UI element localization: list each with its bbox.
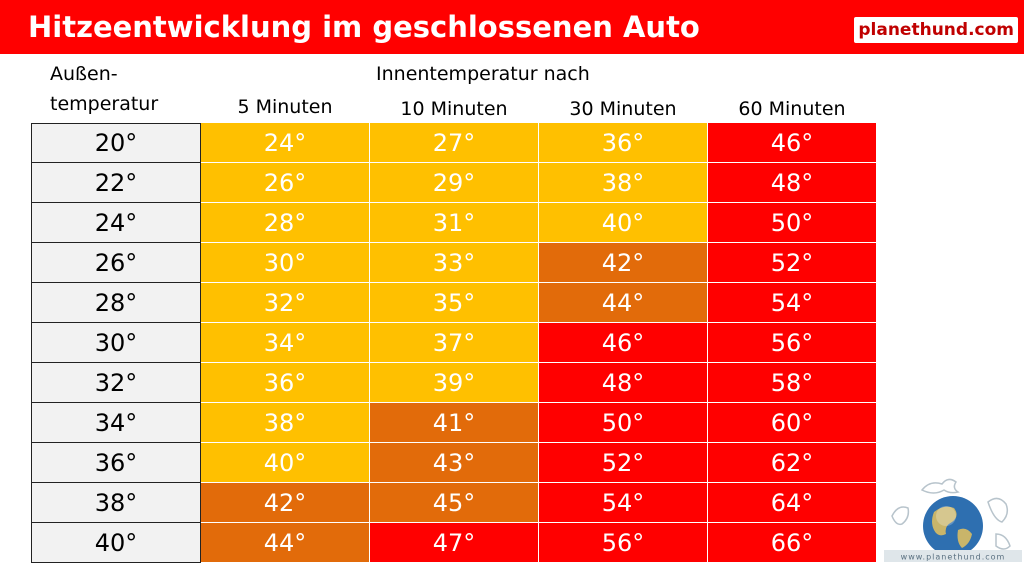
inside-temp-cell-60min: 58° <box>708 363 877 403</box>
column-group-label: Innentemperatur nach <box>376 63 590 85</box>
inside-temp-cell-60min: 60° <box>708 403 877 443</box>
inside-temp-cell-5min: 24° <box>201 123 370 163</box>
inside-temp-cell-60min: 64° <box>708 483 877 523</box>
inside-temp-cell-5min: 32° <box>201 283 370 323</box>
column-header-10min: 10 Minuten <box>400 98 508 120</box>
column-header-30min: 30 Minuten <box>569 98 677 120</box>
inside-temp-cell-60min: 46° <box>708 123 877 163</box>
inside-temp-cell-30min: 44° <box>539 283 708 323</box>
inside-temp-cell-60min: 62° <box>708 443 877 483</box>
brand-label: planethund.com <box>854 17 1018 43</box>
inside-temp-cell-30min: 48° <box>539 363 708 403</box>
outside-temp-cell: 40° <box>31 523 201 563</box>
inside-temp-cell-10min: 41° <box>370 403 539 443</box>
logo-url-text: www.planethund.com <box>901 553 1006 562</box>
cat-silhouette-left <box>891 506 910 526</box>
inside-temp-cell-10min: 29° <box>370 163 539 203</box>
outside-temp-cell: 20° <box>31 123 201 163</box>
column-header-5min: 5 Minuten <box>237 96 333 118</box>
inside-temp-cell-60min: 52° <box>708 243 877 283</box>
inside-temp-cell-30min: 46° <box>539 323 708 363</box>
inside-temp-cell-60min: 54° <box>708 283 877 323</box>
inside-temp-cell-5min: 44° <box>201 523 370 563</box>
inside-temp-cell-10min: 37° <box>370 323 539 363</box>
outside-temp-cell: 22° <box>31 163 201 203</box>
inside-temp-cell-30min: 38° <box>539 163 708 203</box>
globe-icon <box>923 496 983 556</box>
inside-temp-cell-30min: 54° <box>539 483 708 523</box>
inside-temp-cell-5min: 34° <box>201 323 370 363</box>
outside-temp-cell: 38° <box>31 483 201 523</box>
inside-temp-cell-60min: 56° <box>708 323 877 363</box>
inside-temp-cell-10min: 35° <box>370 283 539 323</box>
outside-temp-cell: 36° <box>31 443 201 483</box>
dog-silhouette-right <box>987 497 1009 523</box>
page-title: Hitzeentwicklung im geschlossenen Auto <box>28 10 700 44</box>
inside-temp-cell-5min: 36° <box>201 363 370 403</box>
inside-temp-cell-5min: 38° <box>201 403 370 443</box>
inside-temp-cell-30min: 36° <box>539 123 708 163</box>
inside-temp-cell-5min: 28° <box>201 203 370 243</box>
outside-temp-cell: 34° <box>31 403 201 443</box>
inside-temp-cell-10min: 39° <box>370 363 539 403</box>
inside-temp-cell-10min: 31° <box>370 203 539 243</box>
inside-temp-cell-5min: 42° <box>201 483 370 523</box>
column-header-60min: 60 Minuten <box>738 98 846 120</box>
inside-temp-cell-5min: 26° <box>201 163 370 203</box>
row-header-label-line2: temperatur <box>50 93 159 115</box>
inside-temp-cell-30min: 42° <box>539 243 708 283</box>
outside-temp-cell: 24° <box>31 203 201 243</box>
inside-temp-cell-10min: 27° <box>370 123 539 163</box>
planethund-logo: www.planethund.com <box>884 478 1022 562</box>
inside-temp-cell-10min: 47° <box>370 523 539 563</box>
inside-temp-cell-5min: 30° <box>201 243 370 283</box>
inside-temp-cell-30min: 56° <box>539 523 708 563</box>
inside-temp-cell-30min: 50° <box>539 403 708 443</box>
outside-temp-cell: 26° <box>31 243 201 283</box>
animal-silhouette-lower-right <box>995 533 1011 550</box>
inside-temp-cell-30min: 52° <box>539 443 708 483</box>
inside-temp-cell-10min: 43° <box>370 443 539 483</box>
inside-temp-cell-60min: 66° <box>708 523 877 563</box>
inside-temp-cell-5min: 40° <box>201 443 370 483</box>
inside-temp-cell-60min: 50° <box>708 203 877 243</box>
outside-temp-cell: 32° <box>31 363 201 403</box>
inside-temp-cell-30min: 40° <box>539 203 708 243</box>
inside-temp-cell-10min: 33° <box>370 243 539 283</box>
inside-temp-cell-60min: 48° <box>708 163 877 203</box>
row-header-label-line1: Außen- <box>50 63 118 85</box>
title-bar: Hitzeentwicklung im geschlossenen Auto p… <box>0 0 1024 54</box>
dog-silhouette-top <box>920 478 960 494</box>
outside-temp-cell: 28° <box>31 283 201 323</box>
outside-temp-cell: 30° <box>31 323 201 363</box>
inside-temp-cell-10min: 45° <box>370 483 539 523</box>
